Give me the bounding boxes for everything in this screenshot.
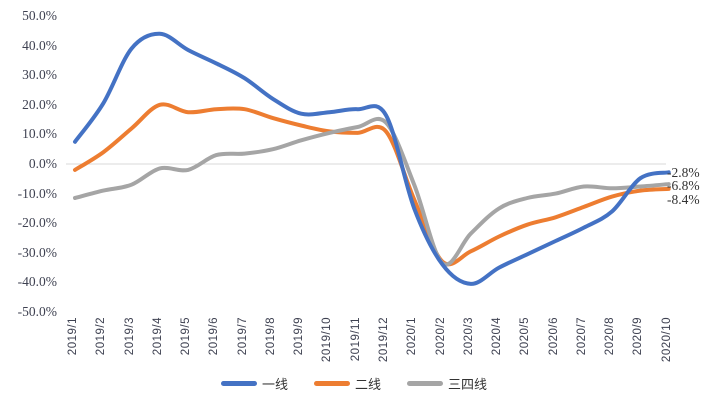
x-axis-label: 2020/4 (491, 317, 504, 356)
legend-line-swatch (407, 381, 443, 386)
legend-label: 一线 (261, 377, 288, 392)
y-axis-tick: 20.0% (22, 96, 57, 112)
y-axis-tick: -30.0% (17, 244, 57, 260)
x-axis-label: 2020/3 (462, 317, 475, 356)
x-axis-label: 2019/6 (208, 317, 221, 356)
y-axis-tick: -20.0% (17, 215, 57, 231)
x-axis-label: 2020/8 (604, 317, 617, 356)
legend-label: 二线 (354, 377, 381, 392)
x-axis-label: 2019/3 (123, 317, 136, 356)
x-axis-label: 2020/7 (575, 317, 588, 356)
x-axis-label: 2019/10 (321, 317, 334, 363)
legend-line-swatch (313, 381, 350, 386)
legend-label: 三四线 (448, 377, 488, 392)
legend-item-二线: 二线 (313, 374, 381, 393)
x-axis-label: 2019/4 (151, 317, 164, 356)
legend-item-三四线: 三四线 (407, 374, 487, 393)
x-axis-label: 2019/8 (264, 317, 277, 356)
series-line-三四线 (73, 116, 671, 267)
y-axis-tick: -50.0% (17, 304, 57, 319)
y-axis-tick: 30.0% (22, 67, 57, 83)
y-axis-tick: 40.0% (22, 37, 57, 53)
series-end-label: -6.8% (667, 178, 700, 194)
legend: 一线 二线 三四线 (0, 374, 708, 393)
x-axis-label: 2019/12 (377, 317, 390, 363)
series-line-二线 (73, 102, 671, 267)
x-axis-label: 2019/7 (236, 317, 249, 356)
x-axis-label: 2020/6 (547, 317, 560, 356)
x-axis-label: 2019/2 (95, 317, 108, 356)
x-axis-label: 2019/1 (67, 317, 79, 356)
x-axis-label: 2020/9 (632, 317, 645, 356)
x-axis-label: 2019/9 (293, 317, 306, 356)
x-axis-label: 2019/11 (349, 317, 362, 362)
x-axis-label: 2020/5 (519, 317, 532, 356)
y-axis-tick: -40.0% (17, 274, 57, 290)
series-end-label: -8.4% (667, 191, 700, 207)
y-axis-tick: 0.0% (28, 156, 57, 171)
x-axis-label: 2019/5 (180, 317, 193, 356)
series-line-一线 (73, 31, 671, 286)
legend-line-swatch (220, 381, 257, 386)
x-axis-label: 2020/10 (660, 317, 673, 363)
y-axis-tick: -10.0% (17, 185, 57, 201)
legend-item-一线: 一线 (220, 374, 288, 393)
x-axis-label: 2020/2 (434, 317, 447, 356)
y-axis-tick: 10.0% (22, 126, 57, 142)
series-end-label: -2.8% (667, 164, 700, 180)
x-axis-label: 2020/1 (406, 317, 419, 356)
y-axis-tick: 50.0% (22, 8, 57, 23)
